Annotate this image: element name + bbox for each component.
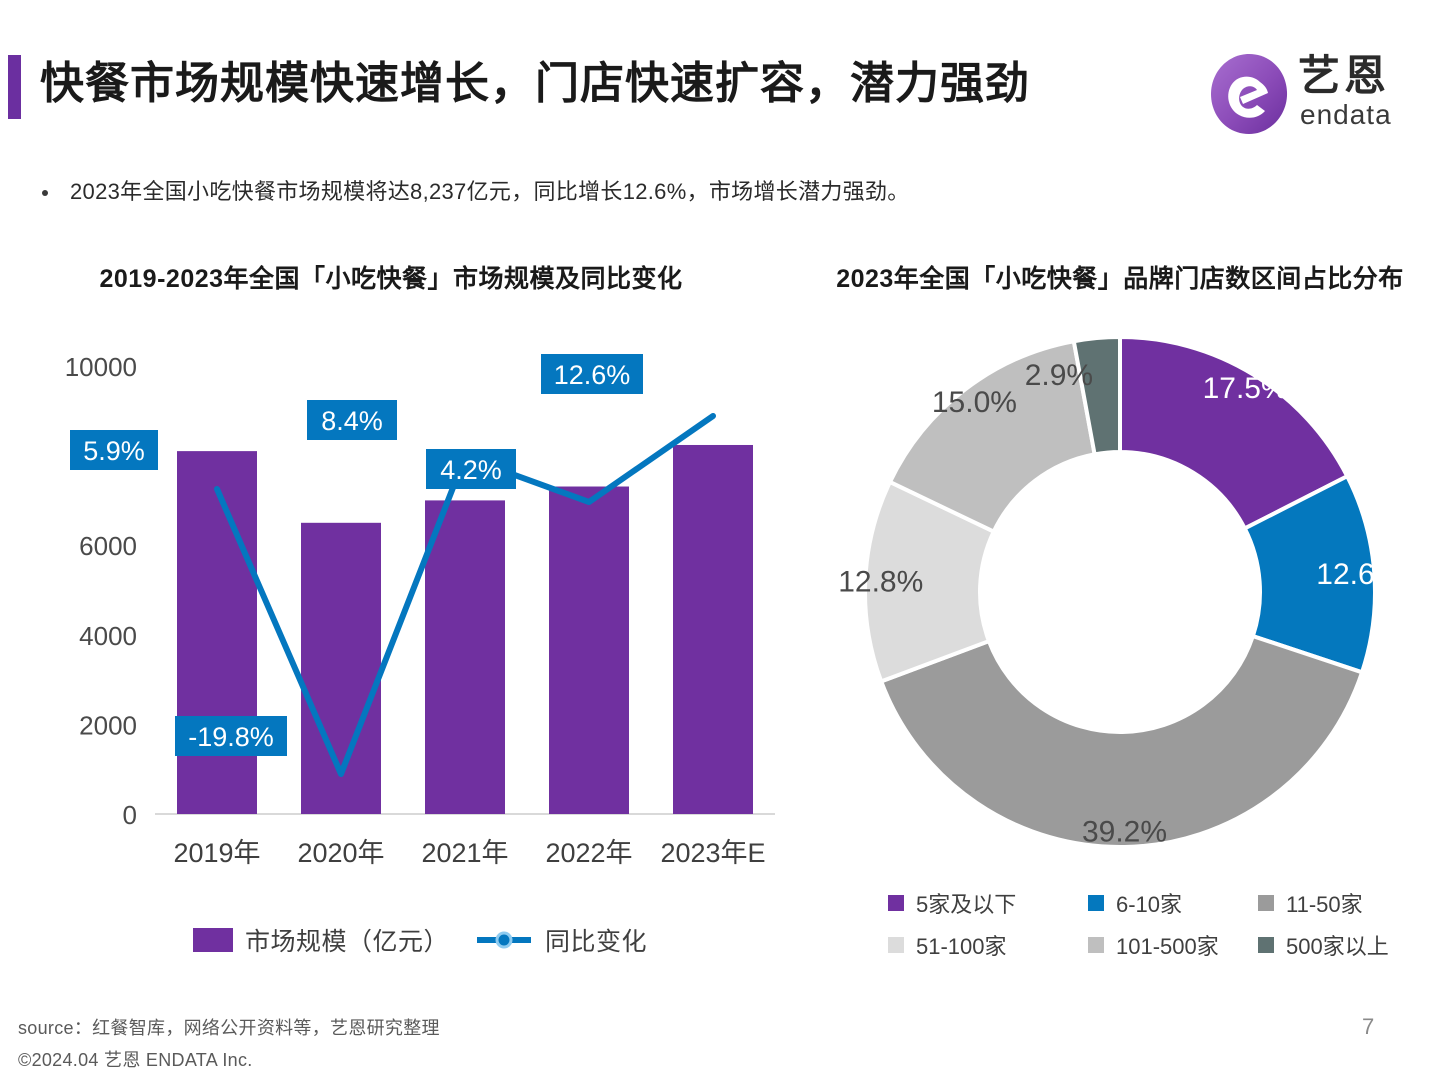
bullet-dot-icon — [42, 190, 48, 196]
donut-legend-label: 5家及以下 — [916, 892, 1017, 917]
data-label-text: 8.4% — [321, 406, 383, 436]
bullet-point: 2023年全国小吃快餐市场规模将达8,237亿元，同比增长12.6%，市场增长潜… — [42, 176, 1242, 208]
donut-slice-label: 15.0% — [932, 386, 1017, 419]
legend-label-yoy-change: 同比变化 — [545, 928, 648, 956]
donut-slice — [878, 633, 1365, 849]
donut-legend-item: 6-10家 — [1088, 882, 1258, 924]
donut-slice — [1071, 334, 1122, 457]
logo-text-en: endata — [1300, 99, 1392, 130]
y-axis-tick-label: 6000 — [79, 531, 137, 561]
donut-legend-item: 51-100家 — [888, 924, 1088, 966]
footer-source: source：红餐智库，网络公开资料等，艺恩研究整理 — [18, 1018, 440, 1038]
bar — [177, 451, 257, 814]
x-axis-tick-label: 2020年 — [297, 838, 384, 868]
donut-legend-item: 500家以上 — [1258, 924, 1408, 966]
donut-slice-label: 17.5% — [1203, 372, 1288, 405]
data-label-text: -19.8% — [188, 722, 274, 752]
bullet-text: 2023年全国小吃快餐市场规模将达8,237亿元，同比增长12.6%，市场增长潜… — [70, 179, 910, 204]
data-label-box — [541, 354, 643, 394]
logo-text-cn: 艺恩 — [1298, 52, 1391, 99]
data-label-text: 5.9% — [83, 436, 145, 466]
title-accent-bar — [8, 55, 21, 119]
bar — [549, 486, 629, 814]
donut-legend-label: 500家以上 — [1286, 934, 1389, 959]
y-axis-tick-label: 10000 — [65, 352, 137, 382]
donut-legend-item: 11-50家 — [1258, 882, 1408, 924]
data-label-box — [175, 716, 287, 756]
left-chart-panel: 2019-2023年全国「小吃快餐」市场规模及同比变化 0 2000 4000 600… — [30, 262, 810, 992]
endata-logo-icon — [1211, 54, 1288, 134]
y-axis-tick-label: 4000 — [79, 621, 137, 651]
right-chart-title: 2023年全国「小吃快餐」品牌门店数区间占比分布 — [836, 265, 1404, 293]
donut-slice — [1118, 334, 1350, 532]
x-axis-tick-label: 2022年 — [545, 838, 632, 868]
donut-legend-swatch — [888, 937, 904, 953]
data-label-box — [307, 400, 397, 440]
x-axis-tick-label: 2019年 — [173, 838, 260, 868]
legend-item-market-size: 市场规模（亿元） — [192, 922, 449, 958]
donut-legend-label: 11-50家 — [1286, 892, 1363, 917]
donut-legend-item: 101-500家 — [1088, 924, 1258, 966]
y-axis-tick-label: 0 — [123, 800, 137, 830]
slide-footer: source：红餐智库，网络公开资料等，艺恩研究整理 ©2024.04 艺恩 E… — [18, 1012, 1018, 1076]
donut-chart-legend: 5家及以下 6-10家 11-50家 51-100家 101-500家 500家以上 — [888, 882, 1408, 966]
bar — [301, 522, 381, 814]
donut-slice-label: 39.2% — [1082, 815, 1167, 848]
slide-header: 快餐市场规模快速增长，门店快速扩容，潜力强劲 艺恩 endata — [0, 0, 1440, 160]
donut-legend-label: 101-500家 — [1116, 934, 1219, 959]
donut-slice-label: 12.8% — [840, 565, 923, 598]
page-title: 快餐市场规模快速增长，门店快速扩容，潜力强劲 — [40, 59, 1030, 108]
data-label-box — [70, 430, 158, 470]
bar-line-chart: 02000400060008000100002019年2020年2021年202… — [30, 344, 810, 904]
donut-slice — [887, 338, 1097, 535]
legend-swatch-bar — [192, 928, 233, 952]
donut-legend-label: 6-10家 — [1116, 892, 1183, 917]
donut-legend-swatch — [1258, 895, 1274, 911]
legend-swatch-line — [477, 931, 531, 949]
data-label-text: 4.2% — [440, 455, 502, 485]
donut-chart: 17.5% 12.6% 39.2% 12.8% 15.0% 2.9% — [810, 332, 1430, 892]
donut-slice-label: 2.9% — [1025, 359, 1093, 392]
page-number: 7 — [1362, 1014, 1375, 1039]
donut-legend-swatch — [888, 895, 904, 911]
right-chart-panel: 2023年全国「小吃快餐」品牌门店数区间占比分布 17.5% 12.6% 39.2%… — [810, 262, 1430, 992]
legend-item-yoy-change: 同比变化 — [475, 922, 647, 958]
donut-legend-swatch — [1258, 937, 1274, 953]
left-chart-title: 2019-2023年全国「小吃快餐」市场规模及同比变化 — [99, 265, 683, 293]
donut-legend-swatch — [1088, 937, 1104, 953]
bar — [673, 444, 753, 814]
data-label-text: 12.6% — [554, 360, 631, 390]
donut-legend-label: 51-100家 — [916, 934, 1007, 959]
legend-label-market-size: 市场规模（亿元） — [244, 928, 449, 956]
footer-copyright: ©2024.04 艺恩 ENDATA Inc. — [18, 1050, 253, 1070]
donut-legend-item: 5家及以下 — [888, 882, 1088, 924]
brand-logo: 艺恩 endata — [1208, 48, 1408, 140]
bar-chart-legend: 市场规模（亿元） 同比变化 — [30, 922, 810, 958]
x-axis-tick-label: 2021年 — [421, 838, 508, 868]
y-axis-tick-label: 2000 — [79, 710, 137, 740]
data-label-box — [426, 449, 516, 489]
donut-legend-swatch — [1088, 895, 1104, 911]
donut-slice-label: 12.6% — [1316, 558, 1400, 591]
x-axis-tick-label: 2023年E — [660, 838, 765, 868]
bar — [425, 500, 505, 814]
